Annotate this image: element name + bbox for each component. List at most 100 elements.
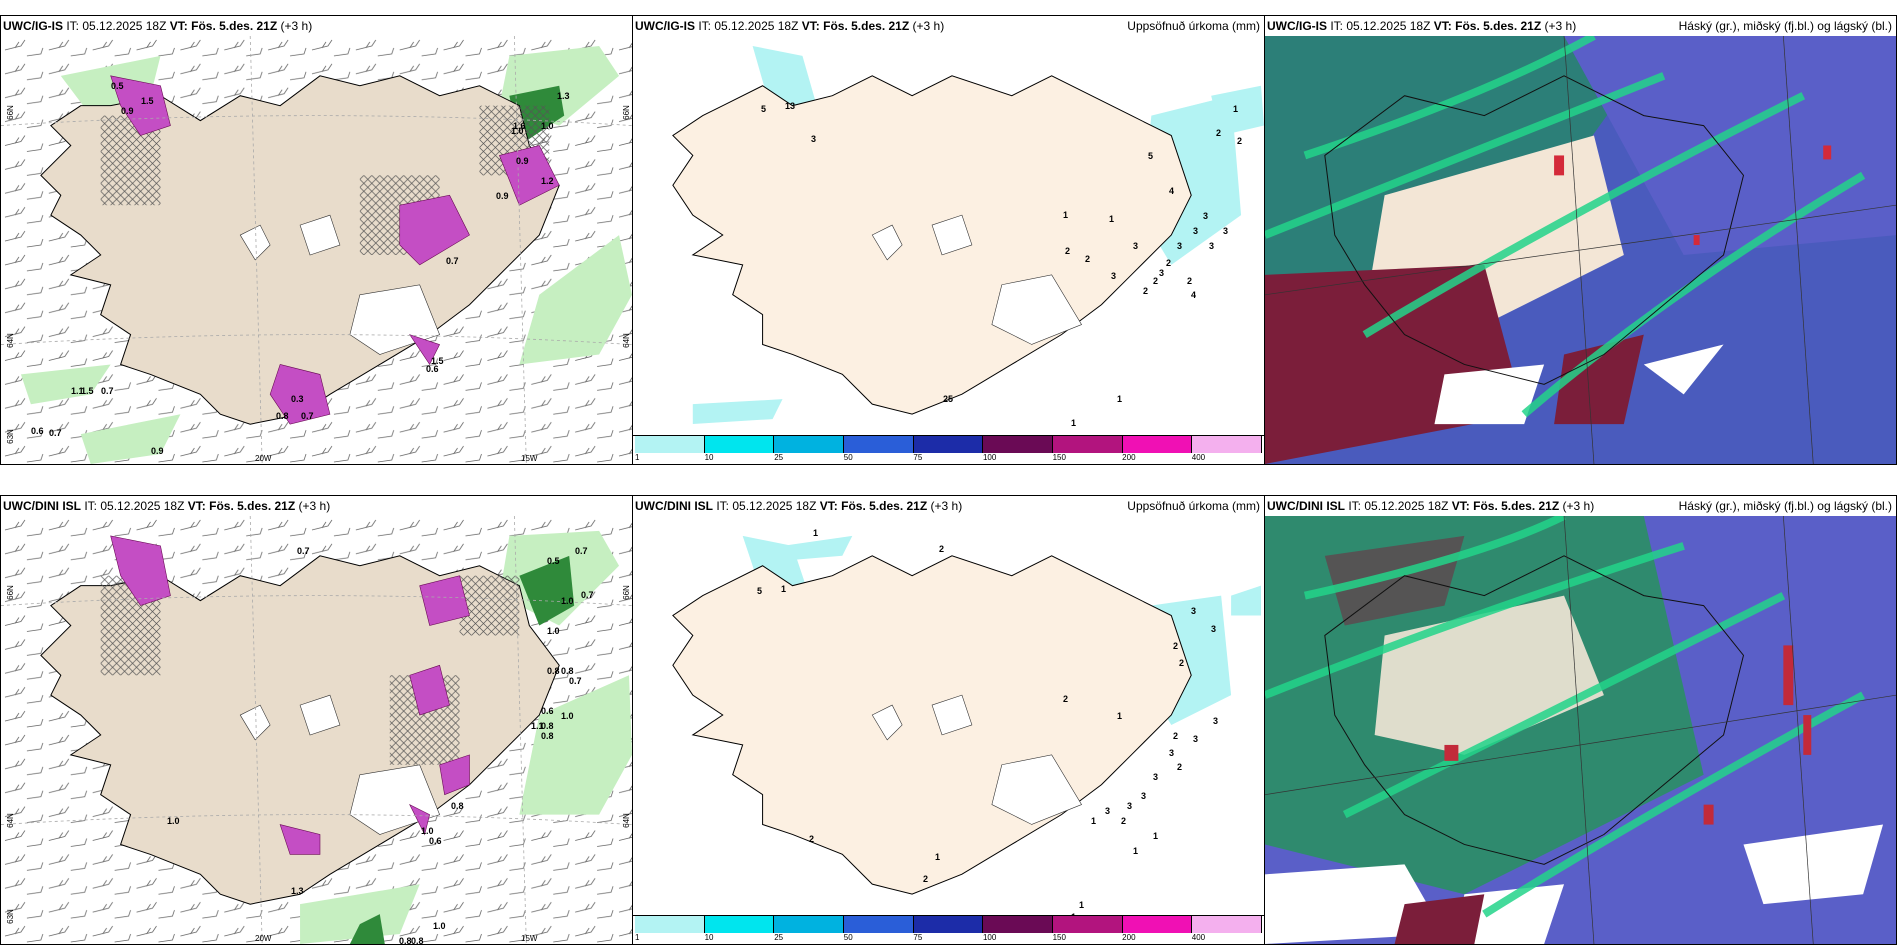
value-label: 2 [1085, 254, 1091, 264]
value-label: 3 [1177, 241, 1183, 251]
colorbar-tick: 50 [843, 453, 853, 462]
panel-subtitle: Háský (gr.), miðský (fj.bl.) og lágský (… [1678, 496, 1892, 516]
value-label: 2 [923, 874, 929, 884]
map-canvas[interactable]: 1 2 5 1 3 3 2 2 2 1 2 3 3 3 2 3 3 3 2 3 … [633, 516, 1264, 922]
lat-label: 66N [621, 585, 631, 600]
colorbar-swatch [844, 436, 914, 453]
value-label: 1.3 [291, 886, 304, 896]
colorbar-swatch [983, 436, 1054, 453]
panel-subtitle: Háský (gr.), miðský (fj.bl.) og lágský (… [1678, 16, 1892, 36]
map-canvas[interactable]: 66N 64N 63N 20W 15W 66N 64N 0.9 1.0 1.5 … [1, 36, 632, 464]
value-label: 1 [813, 528, 819, 538]
value-label: 3 [1153, 772, 1159, 782]
value-label: 3 [1133, 241, 1139, 251]
map-panel-accum-precip-ig: UWC/IG-IS IT: 05.12.2025 18Z VT: Fös. 5.… [632, 15, 1265, 465]
colorbar-swatch [1192, 436, 1263, 453]
map-canvas[interactable] [1265, 36, 1896, 464]
colorbar-tick: 400 [1191, 453, 1206, 462]
value-label: 1 [781, 584, 787, 594]
value-label: 1.0 [421, 826, 434, 836]
value-label: 2 [1143, 286, 1149, 296]
map-panel-clouds-ig: UWC/IG-IS IT: 05.12.2025 18Z VT: Fös. 5.… [1264, 15, 1897, 465]
value-label: 0.9 [516, 156, 529, 166]
value-label: 1 [1063, 210, 1069, 220]
value-label: 5 [761, 104, 767, 114]
colorbar-swatch [1122, 916, 1193, 933]
value-label: 1 [1133, 846, 1139, 856]
value-label: 1 [1091, 816, 1097, 826]
value-label: 1.5 [431, 356, 444, 366]
map-panel-wind-precip-ig: UWC/IG-IS IT: 05.12.2025 18Z VT: Fös. 5.… [0, 15, 633, 465]
panel-subtitle: Uppsöfnuð úrkoma (mm) [1127, 16, 1260, 36]
value-label: 4 [1191, 290, 1197, 300]
value-label: 25 [943, 394, 954, 404]
value-label: 1 [1233, 104, 1239, 114]
value-label: 3 [1169, 748, 1175, 758]
value-label: 1 [1079, 900, 1085, 910]
value-label: 1.0 [561, 711, 574, 721]
colorbar-tick: 1 [635, 933, 640, 942]
value-label: 1.0 [511, 126, 524, 136]
value-label: 5 [757, 586, 763, 596]
colorbar-tick: 150 [1052, 453, 1066, 462]
colorbar-swatches [635, 916, 1263, 933]
value-label: 2 [1237, 136, 1243, 146]
value-label: 1 [1071, 418, 1077, 428]
colorbar-swatch [774, 436, 845, 453]
colorbar-tick: 100 [982, 453, 997, 462]
colorbar-tick: 400 [1191, 933, 1206, 942]
value-label: 5 [1148, 151, 1154, 161]
value-label: 1.2 [541, 176, 554, 186]
value-label: 3 [1203, 211, 1209, 221]
map-canvas[interactable]: 5 13 3 1 2 2 1 2 2 3 3 1 4 3 3 2 2 3 2 3… [633, 36, 1264, 452]
lat-label: 64N [621, 813, 631, 828]
value-label: 0.9 [121, 106, 134, 116]
value-label: 0.6 [429, 836, 442, 846]
value-label: 1.5 [81, 386, 94, 396]
value-label: 2 [1216, 128, 1222, 138]
colorbar-swatch [1192, 916, 1263, 933]
colorbar-tick: 1 [635, 453, 640, 462]
colorbar-swatch [704, 916, 775, 933]
value-label: 2 [1177, 762, 1183, 772]
map-canvas[interactable] [1265, 516, 1896, 944]
panel-title: UWC/IG-IS IT: 05.12.2025 18Z VT: Fös. 5.… [633, 16, 1264, 36]
value-label: 1 [1109, 214, 1115, 224]
value-label: 1 [1153, 831, 1159, 841]
value-label: 3 [1223, 226, 1229, 236]
colorbar-tick: 200 [1122, 453, 1136, 462]
value-label: 3 [1213, 716, 1219, 726]
colorbar-swatch [913, 916, 984, 933]
map-canvas[interactable]: 66N 64N 63N 20W 15W 66N 64N 0.7 0.5 0.7 … [1, 516, 632, 944]
colorbar-swatch [774, 916, 845, 933]
lon-label: 20W [255, 934, 272, 943]
value-label: 0.3 [291, 394, 304, 404]
colorbar-tick: 200 [1122, 933, 1136, 942]
colorbar-swatch [635, 916, 705, 933]
colorbar-swatch [983, 916, 1054, 933]
value-label: 0.5 [547, 556, 560, 566]
value-label: 0.7 [575, 546, 588, 556]
value-label: 0.5 [111, 81, 124, 91]
colorbar-swatch [635, 436, 705, 453]
value-label: 1.0 [561, 596, 574, 606]
value-label: 1.0 [541, 121, 554, 131]
lat-label: 63N [5, 429, 15, 444]
value-label: 1.1 [71, 386, 84, 396]
value-label: 0.7 [297, 546, 310, 556]
panel-title: UWC/DINI ISL IT: 05.12.2025 18Z VT: Fös.… [633, 496, 1264, 516]
value-label: 0.8 [541, 721, 554, 731]
value-label: 0.6 [541, 706, 554, 716]
value-label: 0.8 [411, 936, 424, 945]
colorbar-swatches [635, 436, 1263, 453]
colorbar-swatch [1053, 436, 1123, 453]
colorbar-ticks: 1 10 25 50 75 100 150 200 400 [635, 933, 1262, 944]
value-label: 0.8 [561, 666, 574, 676]
value-label: 1.5 [141, 96, 154, 106]
colorbar-swatch [844, 916, 914, 933]
value-label: 0.7 [301, 411, 314, 421]
lat-label: 66N [5, 105, 15, 120]
value-label: 3 [1191, 606, 1197, 616]
value-label: 3 [811, 134, 817, 144]
value-label: 4 [1169, 186, 1175, 196]
